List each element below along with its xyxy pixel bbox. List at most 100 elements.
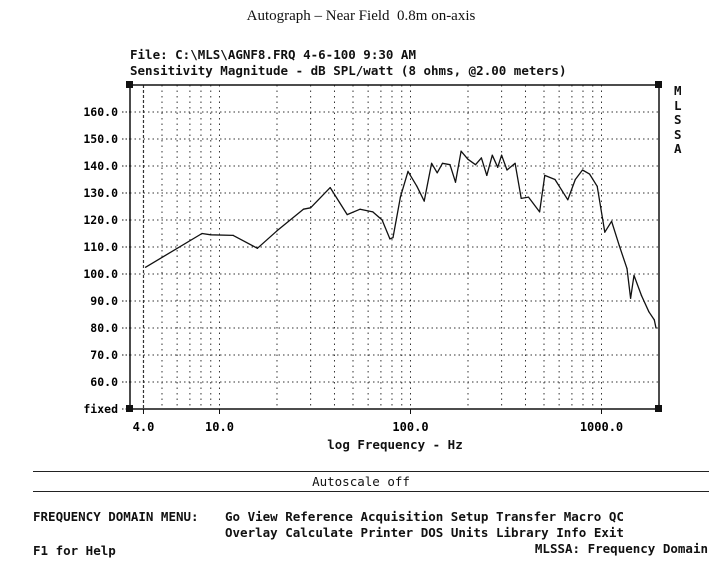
- data-point: [329, 187, 331, 189]
- data-point: [454, 181, 457, 183]
- data-point: [501, 154, 503, 156]
- data-point: [480, 157, 482, 159]
- data-point: [574, 178, 576, 181]
- y-tick-label: 60.0: [90, 375, 118, 389]
- data-point: [232, 234, 234, 236]
- data-point: [629, 297, 632, 299]
- data-point: [449, 164, 451, 166]
- data-point: [474, 164, 477, 166]
- data-point: [588, 173, 591, 175]
- corner-marker: [655, 405, 662, 412]
- menu-item-reference[interactable]: Reference: [285, 509, 361, 524]
- data-point: [144, 266, 147, 268]
- data-point: [467, 158, 469, 160]
- x-tick-label: 10.0: [205, 420, 234, 434]
- side-letter: M: [674, 83, 682, 98]
- data-point: [618, 245, 620, 247]
- data-point: [302, 208, 305, 210]
- data-point: [604, 231, 606, 233]
- data-point: [655, 327, 657, 329]
- data-point: [399, 196, 401, 198]
- data-point: [626, 268, 628, 270]
- data-point: [381, 219, 383, 221]
- data-point: [596, 185, 598, 187]
- y-tick-label: 90.0: [90, 294, 118, 308]
- side-letter: S: [674, 126, 682, 142]
- data-point: [486, 174, 488, 177]
- data-point: [201, 232, 203, 235]
- data-point: [538, 211, 541, 213]
- y-tick-label: fixed: [83, 402, 118, 416]
- data-point: [416, 185, 418, 187]
- data-point: [567, 199, 569, 201]
- data-point: [441, 162, 444, 164]
- data-point: [611, 220, 613, 222]
- page-title: Autograph – Near Field 0.8m on-axis: [246, 8, 476, 24]
- corner-marker: [655, 81, 662, 88]
- divider-top: [33, 471, 709, 472]
- menu-item-dos[interactable]: DOS: [420, 525, 451, 540]
- data-point: [520, 197, 522, 199]
- menu-item-info[interactable]: Info: [556, 525, 594, 540]
- data-point: [372, 211, 374, 213]
- menu-item-overlay[interactable]: Overlay: [225, 525, 286, 540]
- data-point: [310, 207, 312, 209]
- data-point: [640, 295, 643, 297]
- data-point: [460, 150, 462, 152]
- y-tick-label: 150.0: [83, 132, 118, 146]
- y-tick-label: 80.0: [90, 321, 118, 335]
- data-point: [653, 319, 655, 321]
- data-point: [256, 247, 259, 249]
- data-point: [210, 234, 212, 236]
- menu-item-qc[interactable]: QC: [608, 509, 624, 524]
- data-point: [554, 178, 556, 181]
- data-point: [436, 172, 438, 174]
- frequency-response-chart: 4.0 10.0 100.0 1000.0 160.0 150.0 140.0 130.0 12…: [83, 81, 662, 434]
- data-point: [544, 174, 546, 177]
- menu-label: FREQUENCY DOMAIN MENU:: [33, 509, 199, 524]
- data-point: [389, 238, 391, 240]
- x-tick-label: 4.0: [133, 420, 155, 434]
- menu-item-units[interactable]: Units: [450, 525, 496, 540]
- data-point: [276, 230, 278, 232]
- menu-item-exit[interactable]: Exit: [593, 525, 624, 540]
- y-tick-label: 130.0: [83, 186, 118, 200]
- corner-marker: [126, 81, 133, 88]
- x-tick-label: 100.0: [392, 420, 428, 434]
- menu-item-printer[interactable]: Printer: [360, 525, 421, 540]
- side-letter: L: [674, 97, 682, 113]
- data-point: [581, 169, 584, 171]
- menu-item-view[interactable]: View: [247, 509, 286, 524]
- data-point: [648, 311, 650, 313]
- x-axis-label: log Frequency - Hz: [327, 437, 463, 452]
- menu-item-library[interactable]: Library: [495, 525, 557, 540]
- y-tick-label: 110.0: [83, 240, 118, 254]
- y-tick-label: 120.0: [83, 213, 118, 227]
- menu-row-1: Go View Reference Acquisition Setup Tran…: [225, 509, 624, 524]
- menu-item-calculate[interactable]: Calculate: [285, 525, 361, 540]
- file-line: File: C:\MLS\AGNF8.FRQ 4-6-100 9:30 AM: [130, 47, 416, 62]
- side-letter: S: [674, 112, 682, 127]
- y-tick-label: 160.0: [83, 105, 118, 119]
- menu-item-acquisition[interactable]: Acquisition: [360, 509, 451, 524]
- menu-item-transfer[interactable]: Transfer: [495, 509, 564, 524]
- data-point: [497, 166, 499, 168]
- measure-line: Sensitivity Magnitude - dB SPL/watt (8 o…: [130, 63, 567, 78]
- help-hint: F1 for Help: [33, 543, 116, 558]
- y-tick-label: 140.0: [83, 159, 118, 173]
- divider-bottom: [33, 491, 709, 492]
- menu-row-2: Overlay Calculate Printer DOS Units Libr…: [225, 525, 624, 540]
- y-tick-label: 100.0: [83, 267, 118, 281]
- menu-item-setup[interactable]: Setup: [450, 509, 496, 524]
- menu-item-macro[interactable]: Macro: [563, 509, 609, 524]
- menu-item-go[interactable]: Go: [225, 509, 248, 524]
- data-point: [359, 208, 361, 210]
- side-letter: A: [674, 141, 682, 156]
- data-point: [346, 214, 348, 216]
- y-tick-label: 70.0: [90, 348, 118, 362]
- data-point: [633, 274, 635, 276]
- data-point: [527, 196, 530, 198]
- x-tick-label: 1000.0: [580, 420, 623, 434]
- plot-frame: [129, 84, 660, 410]
